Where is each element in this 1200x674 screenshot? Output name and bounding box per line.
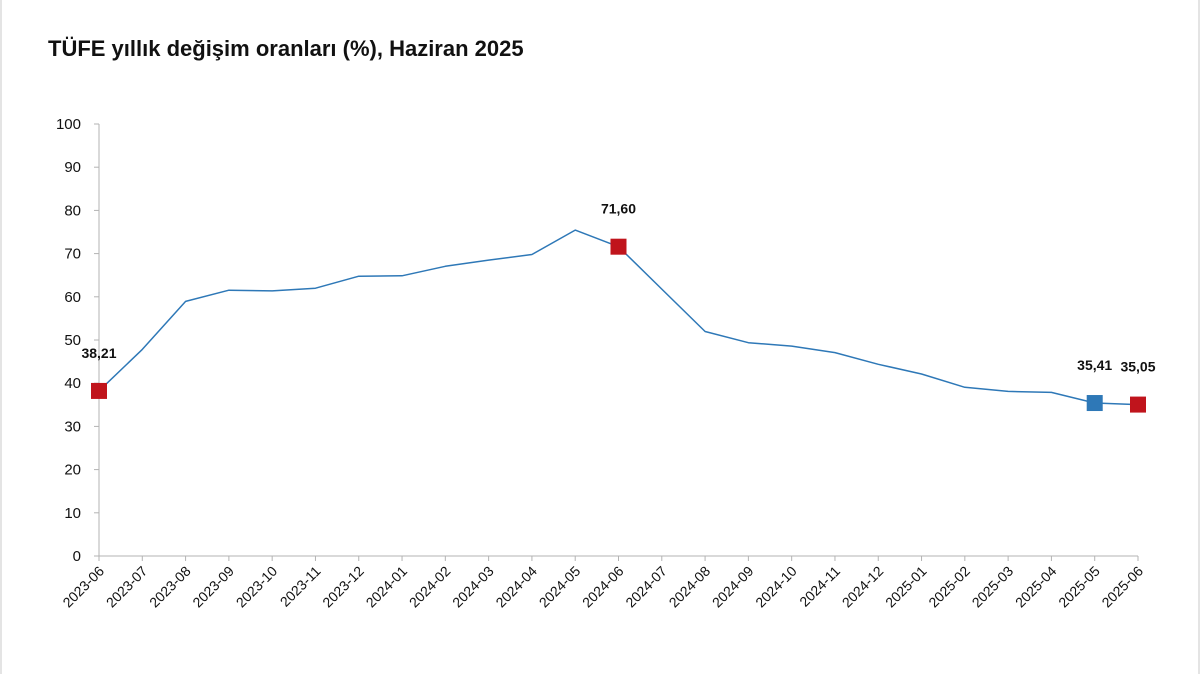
y-tick-label: 20 [64,462,81,479]
y-tick-label: 30 [64,418,81,435]
x-tick-label: 2025-06 [1098,563,1146,611]
series-line [98,229,1139,406]
x-tick-label: 2024-11 [796,563,843,610]
x-tick-label: 2024-07 [622,563,670,611]
data-label: 35,05 [1120,359,1155,375]
x-tick-label: 2023-06 [59,563,107,611]
x-tick-label: 2024-09 [709,563,757,611]
x-tick-label: 2023-08 [146,563,194,611]
y-tick-label: 10 [64,505,81,522]
x-tick-label: 2023-12 [319,563,367,611]
chart-title: TÜFE yıllık değişim oranları (%), Hazira… [48,36,524,61]
x-tick-label: 2024-12 [839,563,887,611]
x-tick-label: 2024-01 [363,563,411,611]
y-axis: 0 10 20 30 40 50 60 70 80 90 100 [56,116,100,565]
x-tick-label: 2025-02 [925,563,973,611]
x-tick-label: 2024-02 [406,563,454,611]
series-layer [98,229,1139,406]
x-tick-label: 2024-10 [752,563,800,611]
x-tick-label: 2023-09 [189,563,237,611]
y-tick-label: 80 [64,202,81,219]
data-point-marker [1086,395,1103,412]
x-tick-label: 2024-06 [579,563,627,611]
y-tick-label: 90 [64,159,81,176]
x-axis: 2023-062023-072023-082023-092023-102023-… [59,555,1146,611]
x-tick-label: 2024-03 [449,563,497,611]
data-point-marker [91,382,107,399]
data-label: 35,41 [1077,357,1112,373]
y-tick-label: 60 [64,289,81,306]
x-tick-label: 2024-04 [492,563,540,611]
x-tick-label: 2023-07 [103,563,151,611]
x-tick-label: 2023-11 [277,563,324,610]
data-label: 38,21 [81,345,116,361]
x-tick-label: 2025-01 [882,563,930,611]
data-point-marker [610,238,627,255]
y-tick-label: 100 [56,116,81,133]
data-point-marker [1130,396,1146,413]
y-tick-label: 40 [64,375,81,392]
y-tick-label: 70 [64,246,81,263]
y-tick-label: 0 [73,548,81,565]
marker-layer: 38,21 71,60 35,41 35,05 [81,201,1156,413]
x-tick-label: 2025-05 [1055,563,1103,611]
x-tick-label: 2024-08 [666,563,714,611]
x-tick-label: 2025-03 [969,563,1017,611]
x-tick-label: 2025-04 [1012,563,1060,611]
x-tick-label: 2023-10 [233,563,281,611]
data-label: 71,60 [601,201,636,217]
x-tick-label: 2024-05 [536,563,584,611]
y-tick-label: 50 [64,332,81,349]
